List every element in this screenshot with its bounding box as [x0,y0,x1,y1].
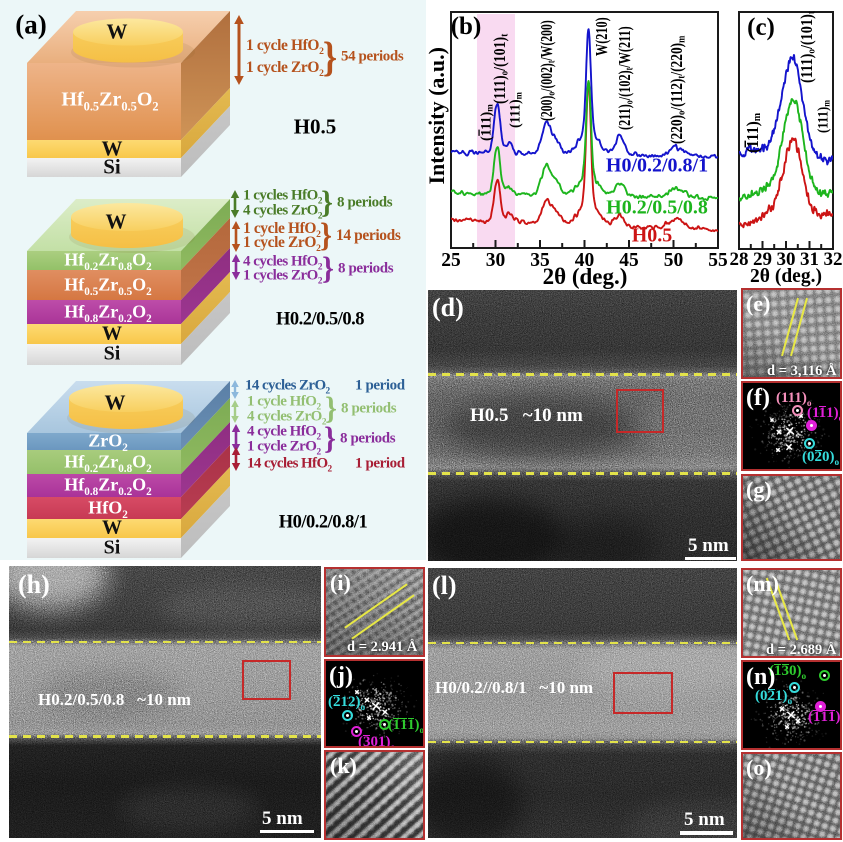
svg-text:(200)o/(002)t/W(200): (200)o/(002)t/W(200) [538,20,558,121]
svg-text:W(210): W(210) [593,17,611,56]
svg-text:(111)m: (111)m [816,99,832,133]
svg-text:(111)m: (111)m [507,92,524,128]
svg-text:(111)m: (111)m [478,104,495,141]
svg-text:(220)o/(112)t/(220)m: (220)o/(112)t/(220)m [668,35,688,144]
svg-text:(111)o/(101)t: (111)o/(101)t [798,11,817,83]
svg-text:(111)m: (111)m [743,113,763,153]
svg-text:(111)o/(101)t: (111)o/(101)t [491,33,511,104]
svg-text:(211)o/(102)t/W(211): (211)o/(102)t/W(211) [616,26,636,130]
